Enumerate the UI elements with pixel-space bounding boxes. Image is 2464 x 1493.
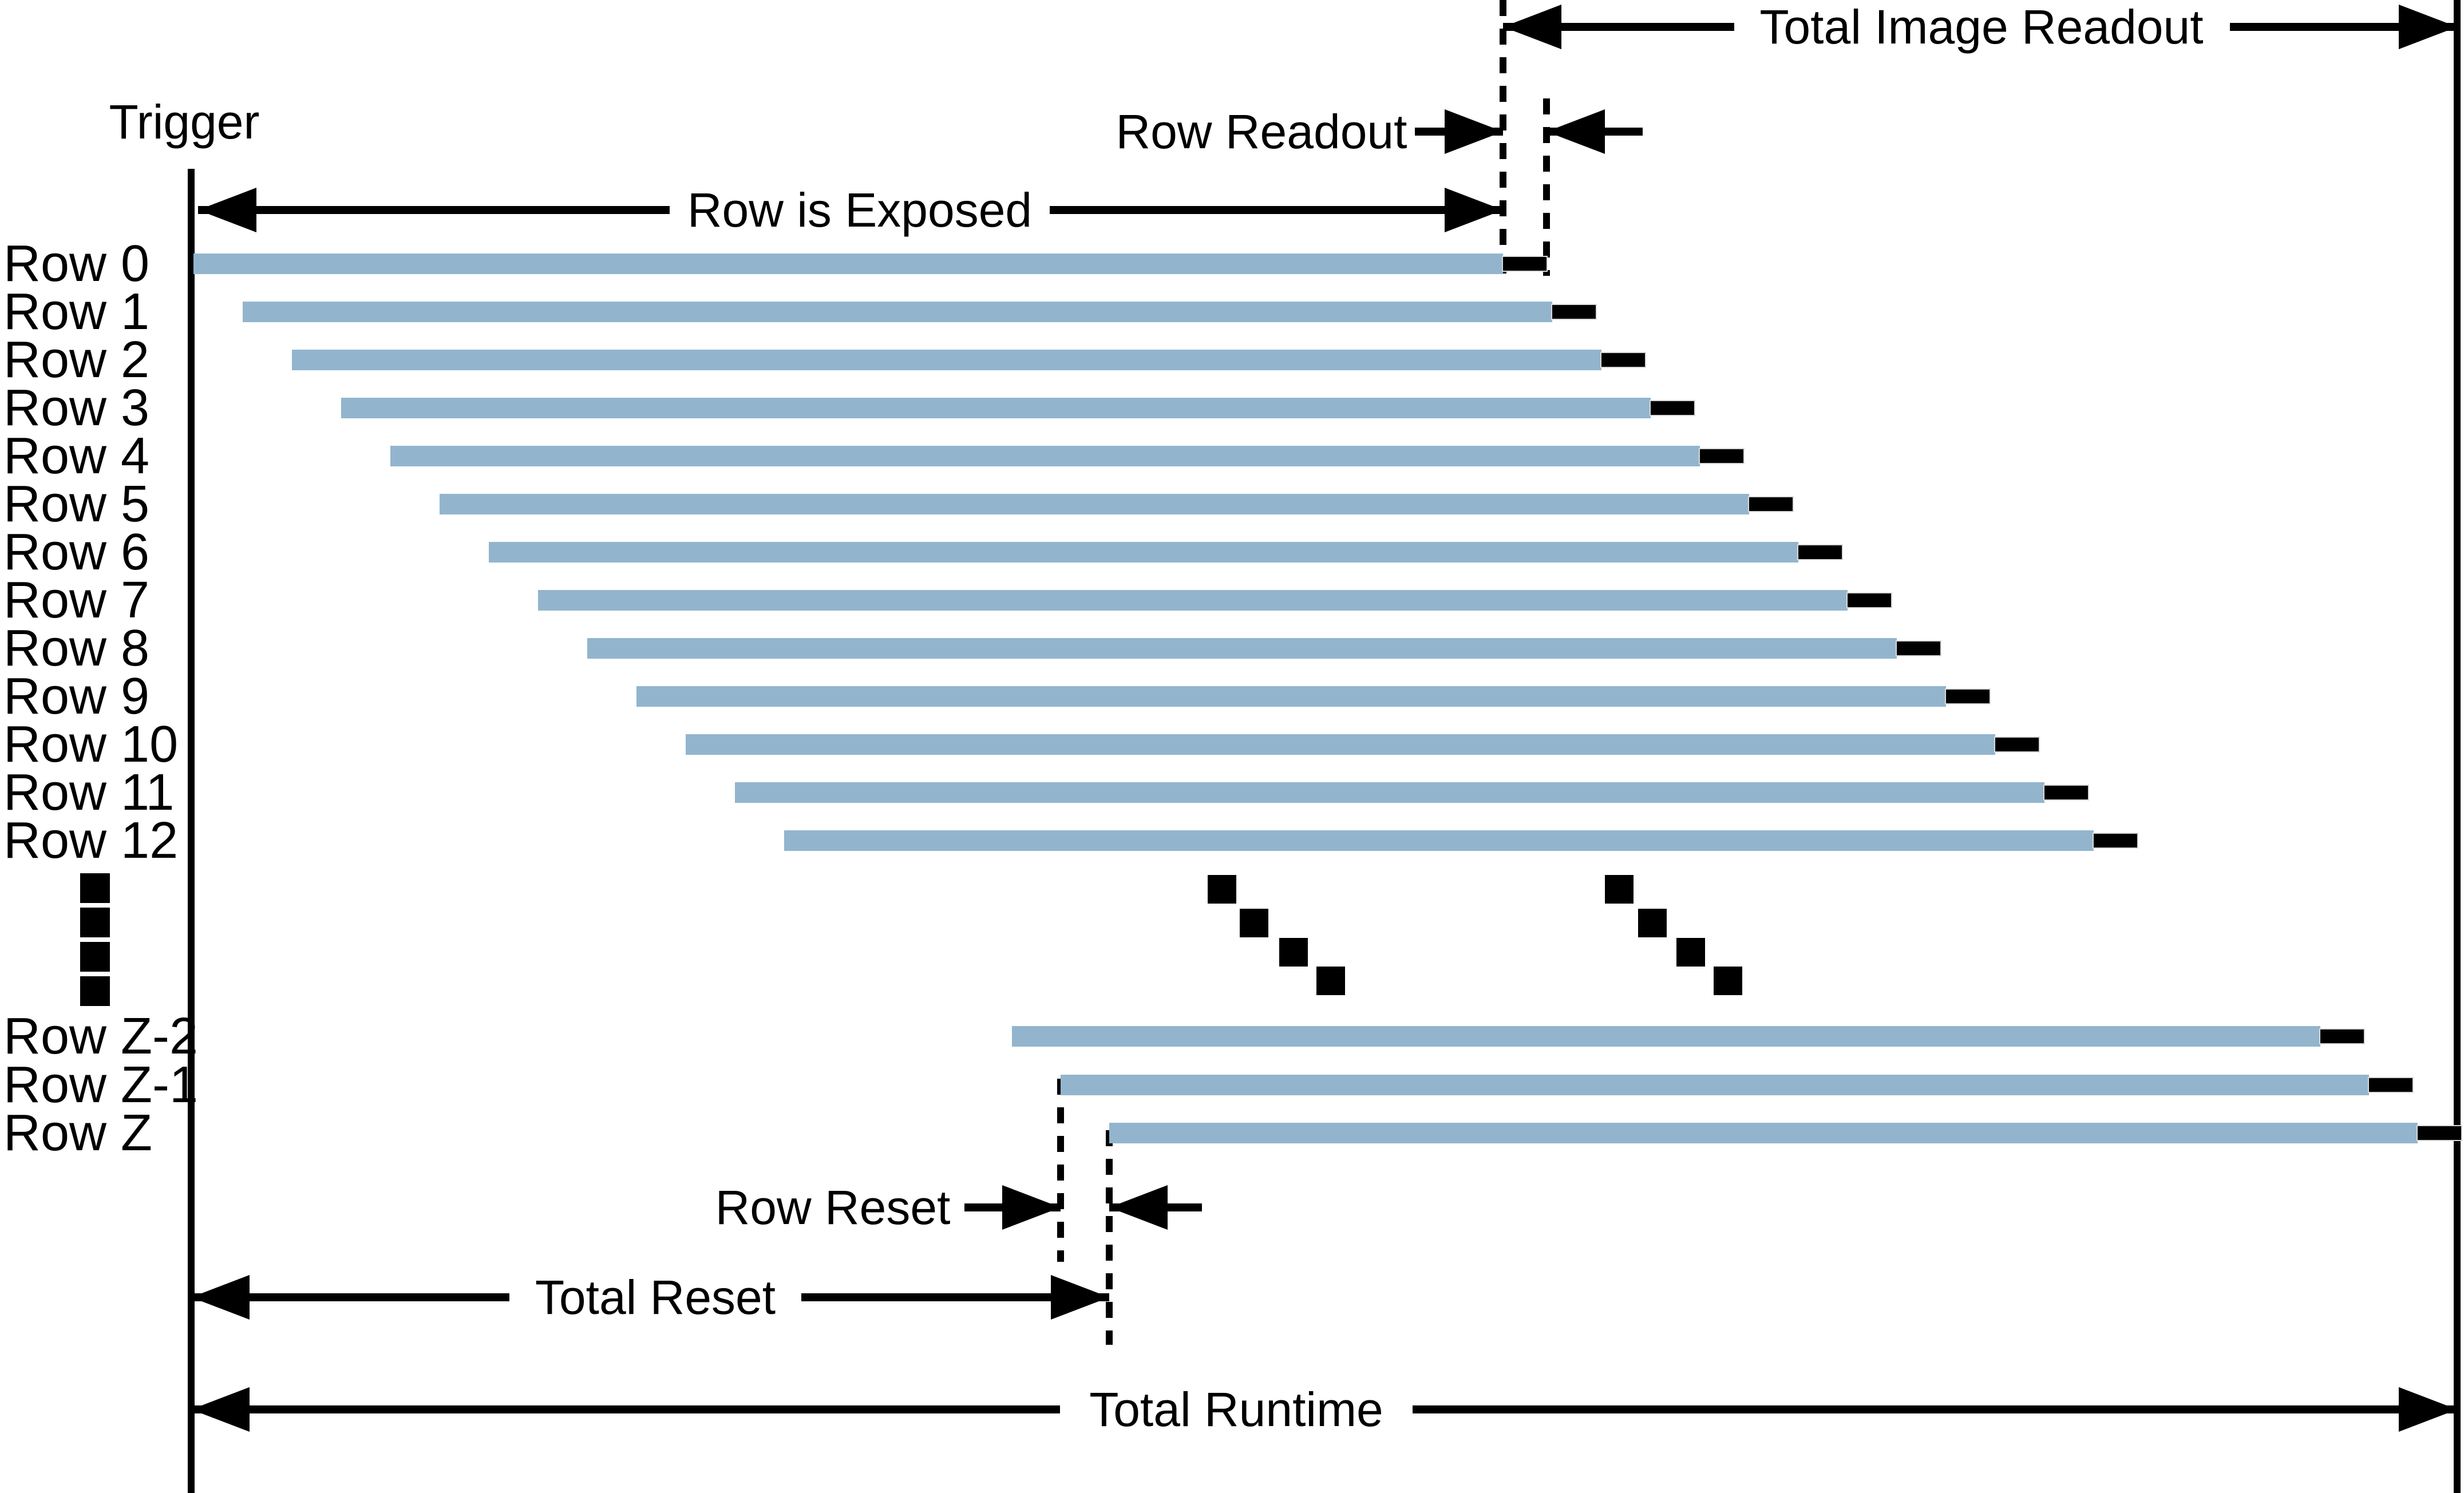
reset-continuation-dots: [1208, 875, 1236, 904]
readout-continuation-dots: [1638, 909, 1667, 937]
row-readout-arrowhead-right: [1445, 109, 1503, 154]
total-runtime-arrowhead-left: [191, 1387, 250, 1432]
total-reset-label: Total Reset: [527, 1273, 784, 1321]
reset-continuation-dots: [1240, 909, 1268, 937]
row-label: Row 0: [3, 235, 150, 292]
exposure-bar: [243, 302, 1552, 322]
row-label: Row 11: [3, 764, 175, 821]
readout-bar: [1700, 449, 1743, 463]
readout-continuation-dots: [1676, 938, 1705, 967]
row-label: Row 5: [3, 476, 150, 533]
row-label: Row Z-2: [3, 1008, 199, 1065]
row-is-exposed-arrowhead-right: [1445, 188, 1503, 232]
readout-bar: [1749, 497, 1793, 511]
readout-bar: [1897, 641, 1940, 655]
row-label: Row 7: [3, 572, 150, 629]
row-is-exposed-arrowhead-left: [198, 188, 256, 232]
readout-continuation-dots: [1605, 875, 1634, 904]
readout-bar: [2320, 1029, 2364, 1043]
row-readout-label: Row Readout: [1116, 105, 1407, 159]
readout-bar: [2044, 786, 2088, 799]
row-label: Row 9: [3, 668, 150, 725]
exposure-bar: [489, 542, 1798, 563]
ellipsis-dot: [80, 976, 110, 1006]
total-runtime-arrowhead-right: [2399, 1387, 2457, 1432]
row-label: Row 1: [3, 283, 150, 340]
readout-bar: [1798, 545, 1842, 559]
row-is-exposed-shaft: [198, 206, 670, 214]
total-reset-arrowhead-left: [191, 1275, 250, 1320]
readout-continuation-dots: [1714, 967, 1742, 995]
exposure-bar: [193, 254, 1503, 274]
readout-bar: [1946, 690, 1990, 703]
reset-continuation-dots: [1279, 938, 1308, 967]
row-label: Row 6: [3, 524, 150, 581]
readout-bar: [2369, 1078, 2412, 1092]
row-reset-arrowhead-left: [1109, 1185, 1168, 1230]
row-readout-arrowhead-left: [1547, 109, 1605, 154]
readout-bar: [1552, 305, 1596, 319]
row-label: Row 12: [3, 812, 179, 869]
row-label: Row Z: [3, 1104, 153, 1162]
trigger-label: Trigger: [109, 95, 260, 149]
total-image-readout-arrowhead-left: [1503, 5, 1561, 49]
exposure-bar: [440, 494, 1749, 514]
row-label: Row 3: [3, 379, 150, 437]
total-reset-shaft: [801, 1293, 1109, 1301]
exposure-bar: [587, 638, 1897, 659]
total-runtime-shaft: [1413, 1405, 2457, 1413]
exposure-bar: [735, 782, 2044, 803]
readout-end-line: [2454, 0, 2461, 1493]
trigger-line: [188, 169, 195, 1493]
exposure-bar: [292, 350, 1601, 370]
ellipsis-dot: [80, 908, 110, 937]
row-label: Row Z-1: [3, 1056, 199, 1114]
readout-bar: [2418, 1126, 2461, 1140]
row-reset-start-guide: [1057, 1079, 1064, 1262]
total-image-readout-arrowhead-right: [2399, 5, 2457, 49]
exposure-bar: [390, 446, 1700, 466]
row-is-exposed-label: Row is Exposed: [679, 186, 1041, 234]
exposure-bar: [1061, 1075, 2369, 1095]
readout-bar: [1503, 257, 1547, 271]
reset-continuation-dots: [1316, 967, 1345, 995]
exposure-bar: [538, 590, 1848, 611]
row-reset-label: Row Reset: [715, 1181, 951, 1234]
exposure-bar: [784, 830, 2094, 851]
total-runtime-shaft: [191, 1405, 1060, 1413]
ellipsis-dot: [80, 942, 110, 972]
exposure-bar: [1012, 1026, 2320, 1047]
row-label: Row 4: [3, 427, 150, 485]
total-reset-arrowhead-right: [1051, 1275, 1109, 1320]
row-label: Row 8: [3, 620, 150, 677]
row-is-exposed-shaft: [1050, 206, 1503, 214]
row-label: Row 2: [3, 331, 150, 389]
readout-bar: [1651, 401, 1694, 415]
total-runtime-label: Total Runtime: [1081, 1385, 1391, 1433]
exposure-bar: [1109, 1123, 2418, 1143]
row-reset-arrowhead-right: [1002, 1185, 1061, 1230]
ellipsis-dot: [80, 873, 110, 903]
exposure-bar: [341, 398, 1651, 418]
total-reset-shaft: [191, 1293, 509, 1301]
readout-bar: [2094, 834, 2137, 848]
row-label: Row 10: [3, 716, 179, 773]
readout-bar: [1848, 593, 1891, 607]
exposure-bar: [686, 734, 1995, 755]
exposure-bar: [636, 686, 1946, 707]
total-image-readout-label: Total Image Readout: [1751, 3, 2212, 51]
readout-bar: [1995, 738, 2039, 751]
readout-bar: [1601, 353, 1645, 367]
